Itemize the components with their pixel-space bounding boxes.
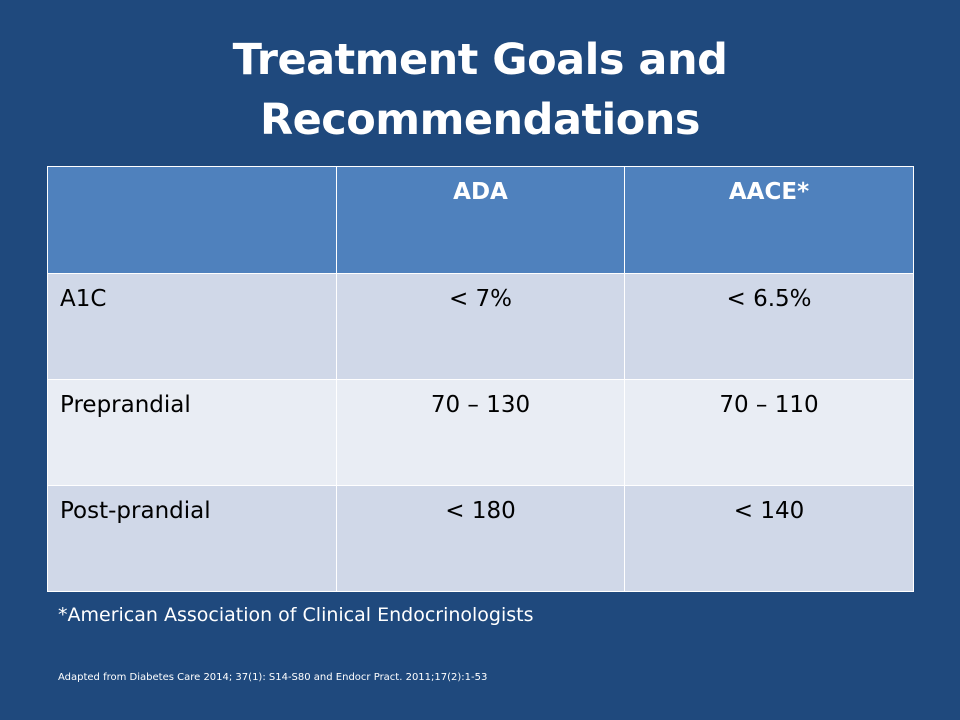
ada-value: < 180	[336, 485, 625, 592]
title-line-1: Treatment Goals and	[232, 35, 728, 85]
table-row: A1C < 7% < 6.5%	[47, 273, 914, 380]
header-cell-aace: AACE*	[624, 166, 914, 274]
table-header-row: ADA AACE*	[47, 166, 914, 274]
title-line-2: Recommendations	[259, 95, 701, 145]
row-label: A1C	[47, 273, 337, 380]
aace-value: 70 – 110	[624, 379, 914, 486]
header-cell-empty	[47, 166, 337, 274]
header-cell-ada: ADA	[336, 166, 625, 274]
ada-value: 70 – 130	[336, 379, 625, 486]
aace-value: < 140	[624, 485, 914, 592]
table-row: Preprandial 70 – 130 70 – 110	[47, 379, 914, 486]
row-label: Preprandial	[47, 379, 337, 486]
table-row: Post-prandial < 180 < 140	[47, 485, 914, 592]
source-citation: Adapted from Diabetes Care 2014; 37(1): …	[58, 672, 488, 683]
slide-title: Treatment Goals and Recommendations	[80, 30, 880, 150]
ada-value: < 7%	[336, 273, 625, 380]
aace-value: < 6.5%	[624, 273, 914, 380]
row-label: Post-prandial	[47, 485, 337, 592]
treatment-goals-table: ADA AACE* A1C < 7% < 6.5% Preprandial 70…	[47, 166, 914, 592]
footnote: *American Association of Clinical Endocr…	[58, 604, 534, 626]
